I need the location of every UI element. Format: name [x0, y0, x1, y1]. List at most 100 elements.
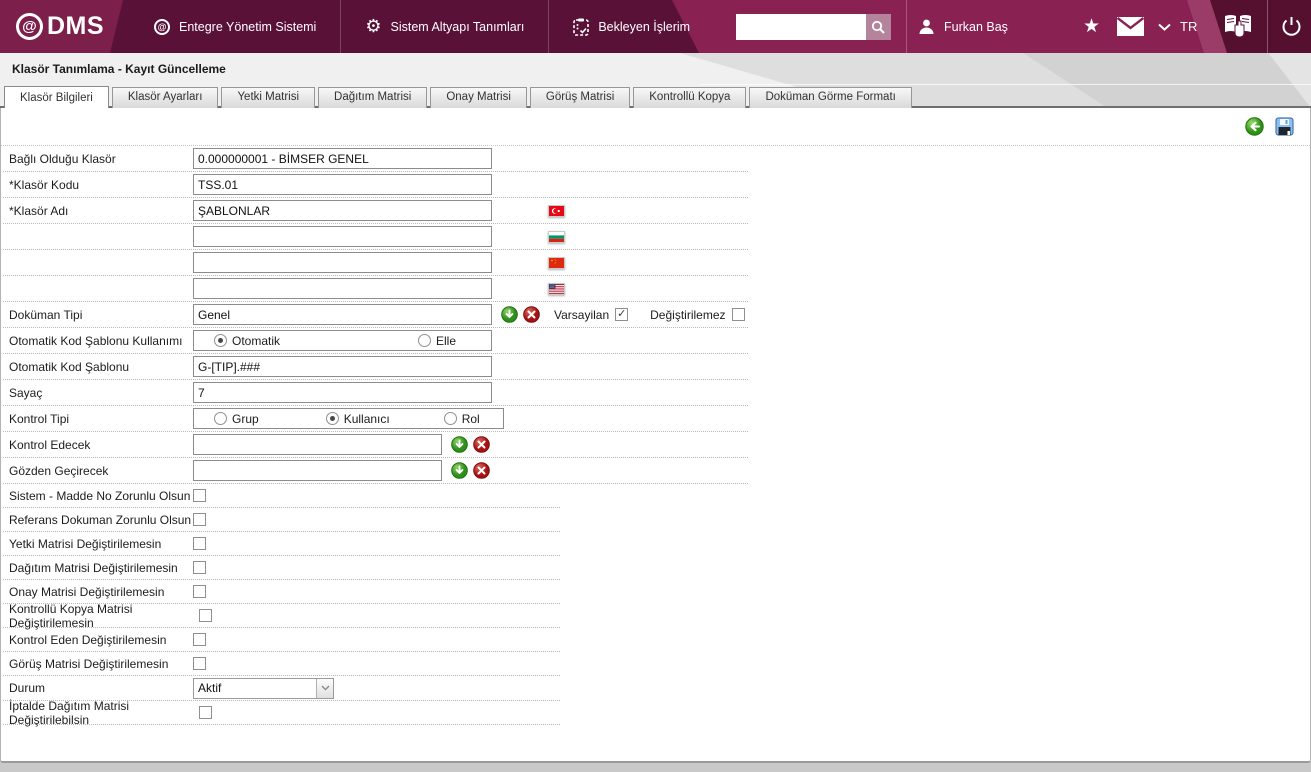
form-row: Dağıtım Matrisi Değiştirilemesin	[3, 556, 560, 580]
search-input[interactable]	[736, 14, 866, 40]
field-label: Kontrol Tipi	[9, 411, 70, 426]
radio-label: Elle	[436, 333, 457, 348]
field-label: Kontrol Edecek	[9, 437, 91, 452]
favorites-button[interactable]: ★	[1083, 0, 1100, 53]
tab-onay-matrisi[interactable]: Onay Matrisi	[430, 87, 527, 108]
form-row: Kontrol Edecek	[3, 432, 748, 458]
tab-dokuman-gorme-formati[interactable]: Doküman Görme Formatı	[749, 87, 912, 108]
dagitim-matrisi-checkbox[interactable]	[193, 561, 206, 574]
search-icon	[871, 20, 885, 34]
varsayilan-checkbox[interactable]	[615, 307, 629, 321]
gorus-matrisi-checkbox[interactable]	[193, 657, 206, 670]
kod-sablonu-kullanimi-group: Otomatik Elle	[193, 330, 492, 351]
gozden-gecirecek-input[interactable]	[193, 460, 442, 481]
klasor-adi-input-bg[interactable]	[193, 226, 492, 247]
form-row: Kontrollü Kopya Matrisi Değiştirilemesin	[3, 602, 560, 630]
iptalde-dagitim-matrisi-checkbox[interactable]	[199, 706, 212, 719]
field-label: Dağıtım Matrisi Değiştirilemesin	[9, 560, 178, 575]
clear-button[interactable]	[473, 462, 490, 479]
power-icon	[1282, 17, 1301, 36]
menu-item-bekleyen-islerim[interactable]: Bekleyen İşlerim	[549, 0, 714, 53]
form-row: Otomatik Kod Şablonu Kullanımı Otomatik …	[3, 328, 748, 354]
search-button[interactable]	[866, 14, 891, 40]
menu-item-sistem-altyapi-tanimlari[interactable]: ⚙ Sistem Altyapı Tanımları	[365, 16, 525, 36]
sistem-madde-no-checkbox[interactable]	[193, 489, 206, 502]
referans-dokuman-checkbox[interactable]	[193, 513, 206, 526]
breadcrumb: Klasör Tanımlama - Kayıt Güncelleme	[12, 62, 226, 76]
select-button[interactable]	[451, 462, 468, 479]
klasor-adi-input-us[interactable]	[193, 278, 492, 299]
otomatik-radio[interactable]	[214, 334, 227, 347]
clear-button[interactable]	[473, 436, 490, 453]
language-menu[interactable]: TR	[1158, 0, 1197, 53]
klasor-kodu-input[interactable]	[193, 174, 492, 195]
elle-radio[interactable]	[418, 334, 432, 347]
form-row: Kontrol Eden Değiştirilemesin	[3, 628, 560, 652]
qdms-logo-icon: @	[16, 13, 43, 40]
logout-button[interactable]	[1281, 0, 1302, 53]
form-row: Yetki Matrisi Değiştirilemesin	[3, 532, 560, 556]
degistirilemez-label: Değiştirilemez	[650, 307, 726, 322]
tab-dagitim-matrisi[interactable]: Dağıtım Matrisi	[318, 87, 428, 108]
save-button[interactable]	[1275, 117, 1294, 136]
turkey-flag-icon[interactable]	[548, 204, 565, 217]
tab-kontrollu-kopya[interactable]: Kontrollü Kopya	[633, 87, 747, 108]
star-icon: ★	[1083, 16, 1101, 37]
clear-button[interactable]	[523, 306, 540, 323]
kullanici-radio[interactable]	[325, 412, 339, 425]
tab-klasor-bilgileri[interactable]: Klasör Bilgileri	[4, 86, 109, 108]
field-label: Otomatik Kod Şablonu	[9, 359, 130, 374]
radio-label: Otomatik	[232, 333, 281, 348]
subheader: Klasör Tanımlama - Kayıt Güncelleme Klas…	[0, 53, 1311, 108]
bagli-oldugu-klasor-input[interactable]	[193, 148, 492, 169]
tab-gorus-matrisi[interactable]: Görüş Matrisi	[529, 87, 631, 108]
form-row	[3, 276, 748, 302]
form-toolbar	[1, 108, 1310, 146]
back-button[interactable]	[1245, 117, 1264, 136]
select-button[interactable]	[501, 306, 518, 323]
dokuman-tipi-input[interactable]	[193, 304, 492, 325]
tab-klasor-ayarlari[interactable]: Klasör Ayarları	[111, 87, 219, 108]
field-label: *Klasör Adı	[9, 203, 69, 218]
field-label: Sistem - Madde No Zorunlu Olsun	[9, 488, 191, 503]
usa-flag-icon[interactable]	[548, 282, 565, 295]
content-panel: Bağlı Olduğu Klasör *Klasör Kodu *Klasör…	[0, 108, 1311, 763]
form-row: Sayaç	[3, 380, 748, 406]
deco-line	[700, 84, 1311, 85]
form-row	[3, 224, 748, 250]
rol-radio[interactable]	[443, 412, 457, 425]
form-row: Doküman Tipi Varsayilan Değiştirilemez	[3, 302, 748, 328]
grup-radio[interactable]	[214, 412, 227, 425]
select-dropdown-button[interactable]	[316, 678, 333, 698]
chevron-down-icon	[1158, 23, 1171, 31]
header-divider	[906, 0, 907, 53]
degistirilemez-checkbox[interactable]	[731, 308, 745, 321]
menu-divider	[340, 0, 342, 53]
qdms-logo[interactable]: @ DMS	[0, 0, 123, 53]
tab-yetki-matrisi[interactable]: Yetki Matrisi	[221, 87, 316, 108]
form-row: Görüş Matrisi Değiştirilemesin	[3, 652, 560, 676]
onay-matrisi-checkbox[interactable]	[193, 585, 206, 598]
klasor-adi-input-tr[interactable]	[193, 200, 492, 221]
yetki-matrisi-checkbox[interactable]	[193, 537, 206, 550]
chevron-down-icon	[321, 685, 329, 691]
form-row: Otomatik Kod Şablonu	[3, 354, 748, 380]
qdms-mini-logo-icon: @	[154, 18, 170, 35]
kontrol-eden-checkbox[interactable]	[193, 633, 206, 646]
china-flag-icon[interactable]	[548, 256, 565, 269]
form-row: İptalde Dağıtım Matrisi Değiştirilebilsi…	[3, 699, 560, 727]
durum-select[interactable]: Aktif	[193, 677, 334, 699]
select-button[interactable]	[451, 436, 468, 453]
bulgaria-flag-icon[interactable]	[548, 230, 565, 243]
field-label: Doküman Tipi	[9, 307, 83, 322]
otomatik-kod-sablonu-input[interactable]	[193, 356, 492, 377]
kontrol-edecek-input[interactable]	[193, 434, 442, 455]
sayac-input[interactable]	[193, 382, 492, 403]
menu-item-entegre-yonetim-sistemi[interactable]: @ Entegre Yönetim Sistemi	[130, 0, 340, 53]
messages-button[interactable]	[1117, 0, 1144, 53]
field-label: Görüş Matrisi Değiştirilemesin	[9, 656, 169, 671]
klasor-adi-input-cn[interactable]	[193, 252, 492, 273]
help-guide-button[interactable]	[1222, 0, 1254, 53]
kontrollu-kopya-matrisi-checkbox[interactable]	[199, 609, 212, 622]
user-menu[interactable]: Furkan Baş	[918, 0, 1008, 53]
